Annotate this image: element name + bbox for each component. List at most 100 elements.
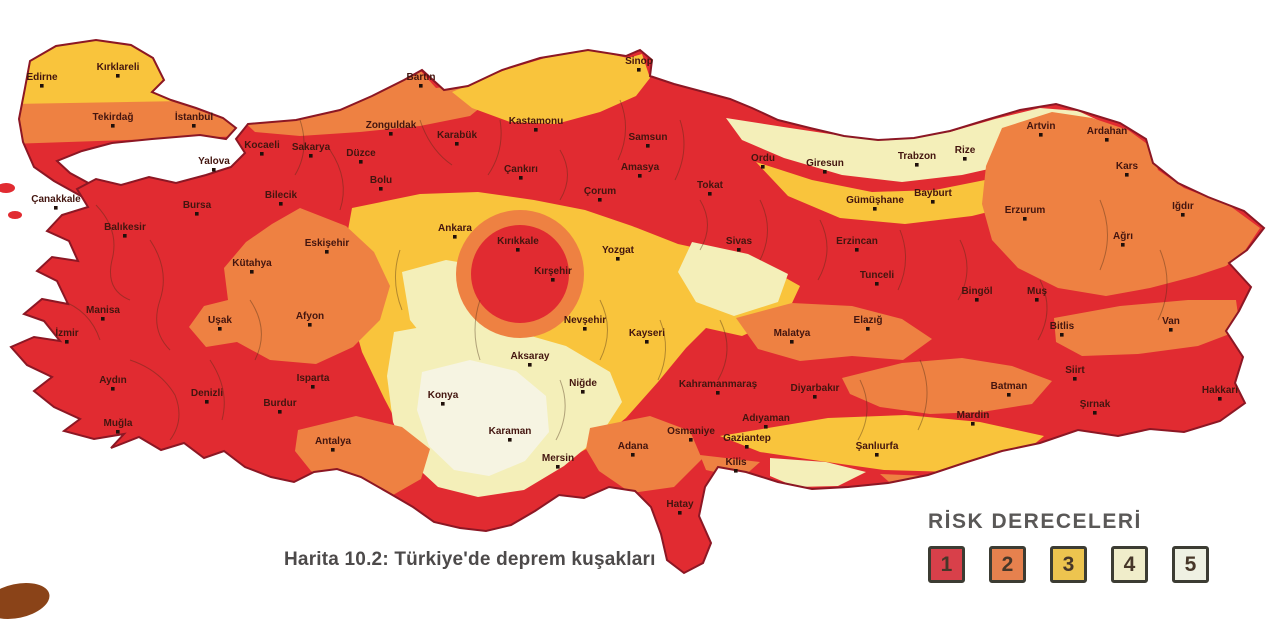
province-label: Kahramanmaraş — [679, 379, 758, 390]
province-dot — [1007, 393, 1011, 397]
province-label: Ankara — [438, 223, 472, 234]
province-labels: Edirne Kırklareli Tekirdağ İstanbul Yalova Ko… — [26, 56, 1238, 515]
province-dot — [975, 298, 979, 302]
province-dot — [111, 124, 115, 128]
province-label: Batman — [991, 381, 1028, 392]
province-label: Eskişehir — [305, 238, 350, 249]
aegean-islet — [0, 183, 15, 193]
map-caption: Harita 10.2: Türkiye'de deprem kuşakları — [284, 549, 656, 570]
province-dot — [1060, 333, 1064, 337]
province-label: Karabük — [437, 130, 477, 141]
province-dot — [325, 250, 329, 254]
province-label: Kars — [1116, 161, 1139, 172]
province-label: Çankırı — [504, 164, 538, 175]
province-dot — [419, 84, 423, 88]
province-dot — [212, 168, 216, 172]
province-dot — [116, 430, 120, 434]
province-label: Gümüşhane — [846, 195, 904, 206]
province-label: Zonguldak — [366, 120, 417, 131]
province-label: Ordu — [751, 153, 775, 164]
province-dot — [1073, 377, 1077, 381]
province-label: Denizli — [191, 388, 223, 399]
province-label: Giresun — [806, 158, 844, 169]
province-label: Elazığ — [854, 315, 883, 326]
province-dot — [1093, 411, 1097, 415]
zone-malatya-orange — [736, 303, 932, 361]
province-dot — [1218, 397, 1222, 401]
province-dot — [116, 74, 120, 78]
province-dot — [1169, 328, 1173, 332]
province-dot — [1121, 243, 1125, 247]
province-label: Afyon — [296, 311, 324, 322]
province-dot — [250, 270, 254, 274]
province-label: Sivas — [726, 236, 753, 247]
zone-van-orange-band — [1054, 300, 1240, 356]
province-label: Kocaeli — [244, 140, 280, 151]
province-dot — [745, 445, 749, 449]
province-label: Amasya — [621, 162, 660, 173]
province-label: Isparta — [297, 373, 330, 384]
province-dot — [689, 438, 693, 442]
province-label: Malatya — [774, 328, 811, 339]
province-dot — [716, 391, 720, 395]
province-dot — [1105, 138, 1109, 142]
province-label: Gaziantep — [723, 433, 771, 444]
province-label: Bitlis — [1050, 321, 1075, 332]
province-dot — [455, 142, 459, 146]
province-dot — [308, 323, 312, 327]
legend-box-1: 1 — [928, 546, 965, 583]
province-dot — [678, 511, 682, 515]
province-dot — [123, 234, 127, 238]
province-dot — [528, 363, 532, 367]
province-label: Ağrı — [1113, 231, 1133, 242]
aegean-islet — [8, 211, 22, 219]
province-label: Tunceli — [860, 270, 894, 281]
province-dot — [101, 317, 105, 321]
province-label: Muş — [1027, 286, 1047, 297]
province-dot — [873, 207, 877, 211]
province-dot — [646, 144, 650, 148]
province-dot — [598, 198, 602, 202]
legend-box-2: 2 — [989, 546, 1026, 583]
province-dot — [583, 327, 587, 331]
zone-sivas-pale — [678, 242, 788, 316]
province-dot — [708, 192, 712, 196]
province-dot — [764, 425, 768, 429]
legend-box-5: 5 — [1172, 546, 1209, 583]
province-dot — [519, 176, 523, 180]
province-label: Osmaniye — [667, 426, 715, 437]
province-dot — [508, 438, 512, 442]
province-label: Adıyaman — [742, 413, 790, 424]
province-dot — [279, 202, 283, 206]
province-dot — [875, 282, 879, 286]
province-label: Manisa — [86, 305, 120, 316]
province-dot — [581, 390, 585, 394]
province-dot — [638, 174, 642, 178]
province-dot — [1023, 217, 1027, 221]
province-dot — [915, 163, 919, 167]
province-label: Kırklareli — [97, 62, 140, 73]
province-label: Kırşehir — [534, 266, 572, 277]
province-dot — [54, 206, 58, 210]
province-dot — [1035, 298, 1039, 302]
zone-adana-orange — [586, 416, 702, 493]
province-dot — [645, 340, 649, 344]
province-label: Hakkari — [1202, 385, 1238, 396]
province-dot — [1125, 173, 1129, 177]
province-dot — [823, 170, 827, 174]
province-label: Şırnak — [1080, 399, 1111, 410]
zone-suruc-cream-wedge — [770, 458, 866, 487]
province-label: Trabzon — [898, 151, 936, 162]
province-label: Karaman — [489, 426, 532, 437]
province-dot — [195, 212, 199, 216]
province-dot — [359, 160, 363, 164]
province-dot — [389, 132, 393, 136]
zone-diyarbakir-orange — [842, 358, 1052, 414]
province-label: Muğla — [104, 418, 133, 429]
zone-konya-cream — [417, 360, 549, 476]
province-dot — [761, 165, 765, 169]
province-label: Yozgat — [602, 245, 635, 256]
province-label: Kastamonu — [509, 116, 563, 127]
province-dot — [875, 453, 879, 457]
zone-kastamonu-yellow — [452, 50, 650, 124]
